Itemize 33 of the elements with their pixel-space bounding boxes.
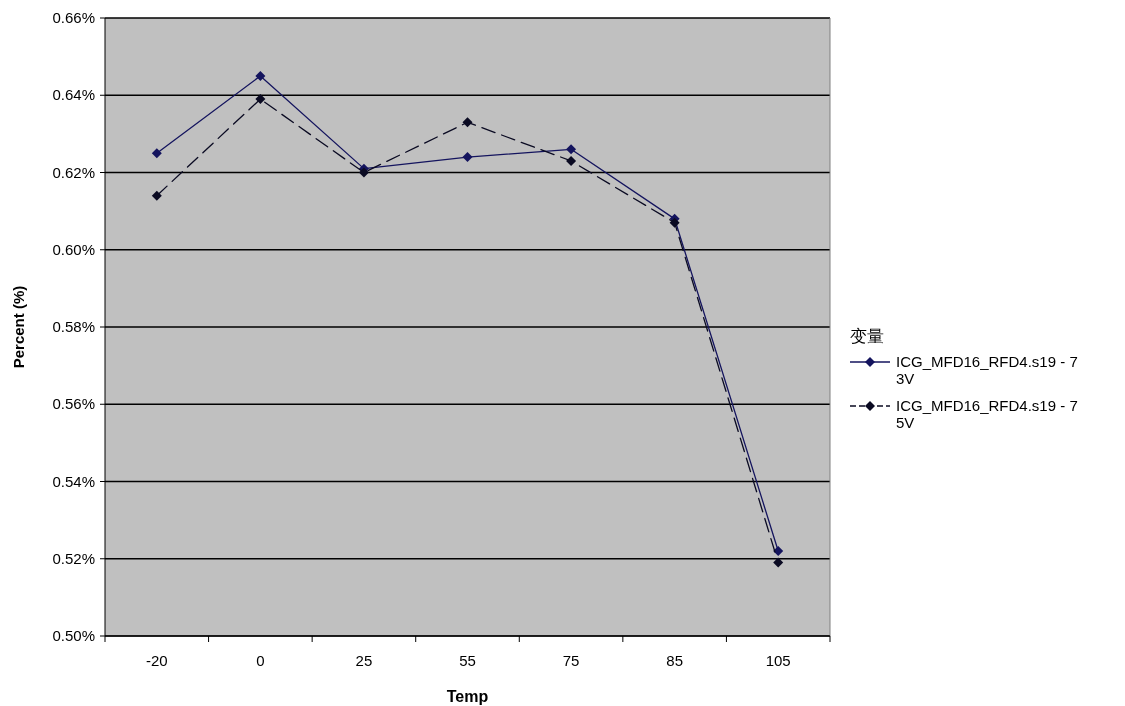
point bbox=[566, 155, 577, 166]
legend-title: 变量 bbox=[850, 327, 884, 346]
y-tick-label: 0.66% bbox=[52, 9, 95, 26]
legend-label: ICG_MFD16_RFD4.s19 - 7 3V bbox=[896, 353, 1078, 387]
point bbox=[255, 94, 266, 105]
y-axis-title: Percent (%) bbox=[10, 285, 27, 369]
x-tick-label: 85 bbox=[666, 652, 683, 669]
x-axis-title: Temp bbox=[446, 688, 489, 705]
y-tick-label: 0.50% bbox=[52, 627, 95, 644]
x-tick-label: 55 bbox=[459, 652, 476, 669]
y-tick-label: 0.56% bbox=[52, 395, 95, 413]
x-tick-label: 75 bbox=[562, 652, 580, 669]
point bbox=[358, 167, 369, 178]
point bbox=[151, 190, 162, 201]
point bbox=[462, 117, 473, 128]
y-tick-label: 0.62% bbox=[52, 163, 95, 181]
legend-label: ICG_MFD16_RFD4.s19 - 7 5V bbox=[896, 397, 1078, 431]
x-tick-label: 0 bbox=[256, 652, 265, 669]
point bbox=[669, 217, 680, 228]
point bbox=[566, 144, 577, 155]
y-tick-label: 0.64% bbox=[52, 86, 95, 104]
y-tick-label: 0.60% bbox=[52, 240, 95, 258]
point bbox=[773, 557, 784, 568]
y-tick-label: 0.52% bbox=[52, 549, 95, 567]
x-tick-label: 105 bbox=[765, 652, 791, 669]
y-tick-label: 0.54% bbox=[52, 472, 95, 490]
point bbox=[151, 148, 162, 159]
point bbox=[773, 546, 784, 557]
x-tick-label: -20 bbox=[145, 652, 168, 669]
y-tick-label: 0.58% bbox=[52, 318, 95, 335]
point bbox=[462, 152, 473, 163]
point bbox=[255, 70, 266, 81]
x-tick-label: 25 bbox=[355, 652, 373, 669]
